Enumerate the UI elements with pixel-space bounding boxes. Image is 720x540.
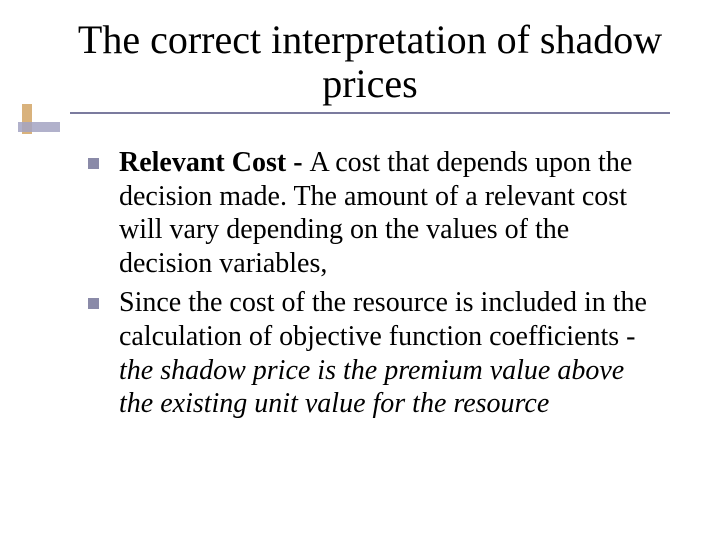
title-underline bbox=[70, 112, 670, 114]
bullet-lead-bold: Relevant Cost - bbox=[119, 147, 310, 178]
list-item: Since the cost of the resource is includ… bbox=[88, 286, 660, 420]
bullet-text: Since the cost of the resource is includ… bbox=[119, 286, 660, 420]
slide: The correct interpretation of shadow pri… bbox=[0, 0, 720, 540]
bullet-icon bbox=[88, 158, 99, 169]
corner-decoration-icon bbox=[22, 108, 56, 138]
list-item: Relevant Cost - A cost that depends upon… bbox=[88, 146, 660, 280]
bullet-body: Since the cost of the resource is includ… bbox=[119, 287, 647, 352]
bullet-text: Relevant Cost - A cost that depends upon… bbox=[119, 146, 660, 280]
title-block: The correct interpretation of shadow pri… bbox=[70, 18, 670, 114]
body-content: Relevant Cost - A cost that depends upon… bbox=[88, 146, 660, 421]
slide-title: The correct interpretation of shadow pri… bbox=[70, 18, 670, 106]
bullet-icon bbox=[88, 298, 99, 309]
bullet-tail-italic: the shadow price is the premium value ab… bbox=[119, 355, 624, 420]
